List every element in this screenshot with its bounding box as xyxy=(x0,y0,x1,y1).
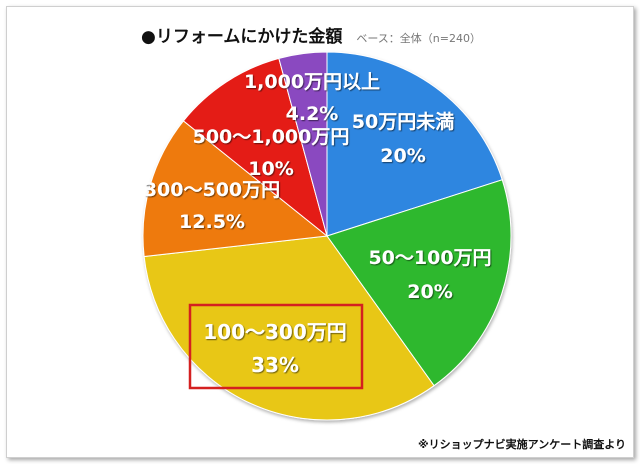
pie-slice xyxy=(278,51,328,237)
slice-label: 100〜300万円 xyxy=(203,320,347,344)
pie-slice xyxy=(182,57,328,238)
slice-value-label: 10% xyxy=(248,158,293,180)
slice-value-label: 33% xyxy=(251,353,299,377)
slice-label: 1,000万円以上 xyxy=(244,71,380,93)
slice-label: 300〜500万円 xyxy=(144,179,280,201)
slice-label: 500〜1,000万円 xyxy=(193,126,350,148)
title-row: ●リフォームにかけた金額 ベース：全体（n=240） xyxy=(141,22,481,47)
slice-value-label: 20% xyxy=(407,281,452,303)
slice-label: 50万円未満 xyxy=(352,110,454,133)
pie-slice xyxy=(142,120,329,258)
pie-slice xyxy=(326,179,512,387)
slice-label: 50〜100万円 xyxy=(368,247,491,269)
pie-slice xyxy=(326,51,503,237)
slice-value-label: 12.5% xyxy=(179,211,245,233)
chart-subtitle: ベース：全体（n=240） xyxy=(356,32,481,45)
highlight-box xyxy=(188,303,364,390)
slice-value-label: 20% xyxy=(380,145,425,167)
source-note: ※リショップナビ実施アンケート調査より xyxy=(417,438,626,451)
slice-value-label: 4.2% xyxy=(286,103,339,125)
chart-title: ●リフォームにかけた金額 xyxy=(141,27,343,47)
